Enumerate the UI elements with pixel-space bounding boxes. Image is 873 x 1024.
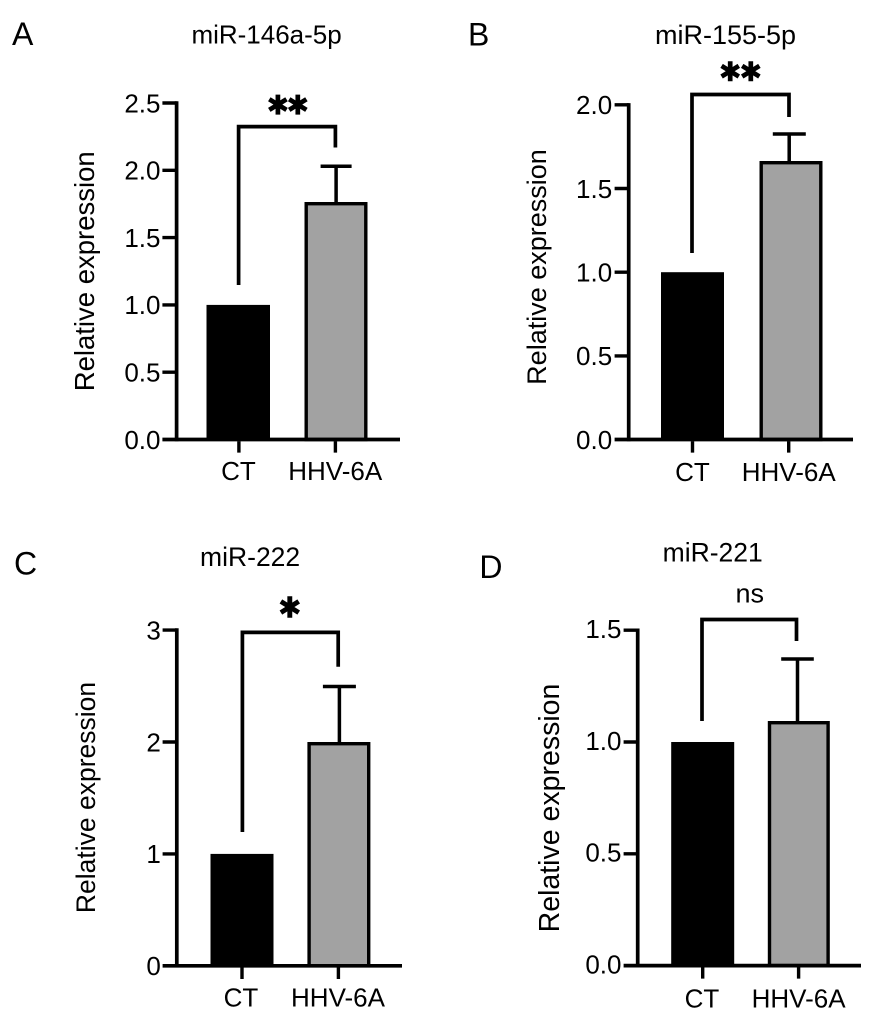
svg-text:ns: ns: [736, 579, 765, 609]
svg-text:1.5: 1.5: [576, 174, 612, 204]
svg-text:1.5: 1.5: [585, 614, 621, 644]
svg-text:3: 3: [146, 615, 160, 645]
svg-text:1.0: 1.0: [576, 258, 612, 288]
svg-text:0.5: 0.5: [585, 838, 621, 868]
svg-text:Relative expression: Relative expression: [534, 684, 566, 933]
svg-text:Relative expression: Relative expression: [71, 682, 101, 913]
svg-text:0.5: 0.5: [576, 341, 612, 371]
svg-text:2.5: 2.5: [124, 88, 160, 118]
svg-text:D: D: [479, 549, 502, 585]
svg-text:2.0: 2.0: [124, 156, 160, 186]
svg-text:CT: CT: [675, 457, 710, 487]
svg-text:0.0: 0.0: [124, 425, 160, 455]
svg-text:1.0: 1.0: [585, 726, 621, 756]
svg-text:CT: CT: [221, 456, 256, 486]
svg-text:miR-221: miR-221: [663, 538, 763, 568]
svg-text:2: 2: [146, 727, 160, 757]
svg-text:HHV-6A: HHV-6A: [742, 457, 837, 487]
svg-text:CT: CT: [685, 984, 720, 1014]
svg-text:0.5: 0.5: [124, 358, 160, 388]
svg-text:A: A: [12, 16, 34, 52]
svg-text:C: C: [14, 546, 37, 582]
svg-text:miR-155-5p: miR-155-5p: [655, 20, 796, 50]
svg-text:Relative expression: Relative expression: [522, 149, 552, 385]
svg-text:0: 0: [146, 951, 160, 981]
svg-text:miR-222: miR-222: [200, 542, 300, 572]
svg-text:2.0: 2.0: [576, 90, 612, 120]
svg-text:1: 1: [146, 839, 160, 869]
svg-text:B: B: [468, 17, 489, 53]
svg-text:miR-146a-5p: miR-146a-5p: [191, 20, 341, 50]
svg-text:0.0: 0.0: [576, 425, 612, 455]
svg-text:Relative expression: Relative expression: [69, 151, 100, 391]
svg-text:HHV-6A: HHV-6A: [288, 456, 383, 486]
svg-text:0.0: 0.0: [585, 949, 621, 979]
svg-text:1.5: 1.5: [124, 223, 160, 253]
svg-text:HHV-6A: HHV-6A: [752, 984, 847, 1014]
svg-text:CT: CT: [224, 983, 259, 1013]
svg-text:1.0: 1.0: [124, 290, 160, 320]
svg-text:HHV-6A: HHV-6A: [291, 983, 386, 1013]
